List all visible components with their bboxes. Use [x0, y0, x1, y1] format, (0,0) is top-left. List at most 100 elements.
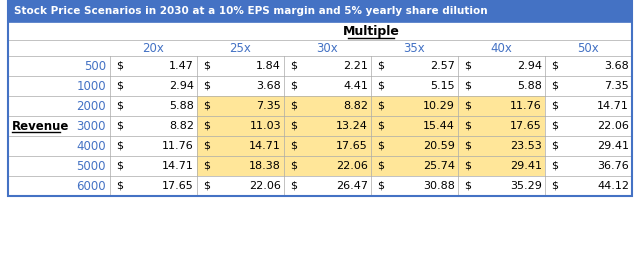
Text: $: $ — [203, 161, 210, 171]
Text: 20.59: 20.59 — [423, 141, 455, 151]
Text: 1.84: 1.84 — [256, 61, 281, 71]
Text: 3.68: 3.68 — [256, 81, 281, 91]
Text: 2.57: 2.57 — [430, 61, 455, 71]
Text: $: $ — [377, 181, 384, 191]
Text: Multiple: Multiple — [342, 25, 399, 37]
Text: 11.76: 11.76 — [163, 141, 194, 151]
Text: 14.71: 14.71 — [249, 141, 281, 151]
Text: $: $ — [377, 81, 384, 91]
Text: 7.35: 7.35 — [604, 81, 629, 91]
Text: $: $ — [203, 181, 210, 191]
Bar — [8, 22, 632, 196]
Text: $: $ — [116, 61, 123, 71]
Text: $: $ — [116, 121, 123, 131]
Text: $: $ — [551, 81, 558, 91]
Text: 23.53: 23.53 — [510, 141, 542, 151]
Text: $: $ — [116, 181, 123, 191]
Text: $: $ — [464, 81, 471, 91]
Bar — [197, 136, 284, 156]
Bar — [197, 116, 284, 136]
Text: $: $ — [377, 101, 384, 111]
Bar — [371, 96, 458, 116]
Text: 5.15: 5.15 — [430, 81, 455, 91]
Text: 3.68: 3.68 — [604, 61, 629, 71]
Text: 26.47: 26.47 — [336, 181, 368, 191]
Text: 25.74: 25.74 — [423, 161, 455, 171]
Text: $: $ — [203, 61, 210, 71]
Text: $: $ — [116, 101, 123, 111]
Text: 5.88: 5.88 — [517, 81, 542, 91]
Text: $: $ — [464, 161, 471, 171]
Text: 10.29: 10.29 — [423, 101, 455, 111]
Bar — [458, 136, 545, 156]
Text: $: $ — [551, 61, 558, 71]
Text: 22.06: 22.06 — [336, 161, 368, 171]
Text: 36.76: 36.76 — [597, 161, 629, 171]
Text: 25x: 25x — [230, 41, 252, 55]
Text: $: $ — [116, 81, 123, 91]
Text: $: $ — [464, 181, 471, 191]
Text: $: $ — [377, 141, 384, 151]
Text: $: $ — [551, 121, 558, 131]
Text: $: $ — [551, 181, 558, 191]
Text: $: $ — [290, 61, 297, 71]
Text: 13.24: 13.24 — [336, 121, 368, 131]
Text: 50x: 50x — [578, 41, 600, 55]
Text: $: $ — [551, 141, 558, 151]
Bar — [371, 116, 458, 136]
Bar — [458, 96, 545, 116]
Bar — [458, 156, 545, 176]
Text: $: $ — [290, 81, 297, 91]
Text: $: $ — [203, 121, 210, 131]
Text: 17.65: 17.65 — [163, 181, 194, 191]
Text: $: $ — [551, 101, 558, 111]
Text: $: $ — [464, 101, 471, 111]
Text: 15.44: 15.44 — [423, 121, 455, 131]
Text: $: $ — [290, 181, 297, 191]
Text: 2.21: 2.21 — [343, 61, 368, 71]
Text: 35x: 35x — [404, 41, 426, 55]
Bar — [458, 116, 545, 136]
Text: 44.12: 44.12 — [597, 181, 629, 191]
Text: 18.38: 18.38 — [249, 161, 281, 171]
Text: $: $ — [377, 121, 384, 131]
Bar — [284, 96, 371, 116]
Text: $: $ — [377, 161, 384, 171]
Text: $: $ — [377, 61, 384, 71]
Bar — [284, 136, 371, 156]
Text: Revenue: Revenue — [12, 120, 69, 133]
Text: 4.41: 4.41 — [343, 81, 368, 91]
Bar — [197, 96, 284, 116]
Text: $: $ — [203, 101, 210, 111]
Text: 500: 500 — [84, 59, 106, 72]
Text: Stock Price Scenarios in 2030 at a 10% EPS margin and 5% yearly share dilution: Stock Price Scenarios in 2030 at a 10% E… — [14, 6, 488, 16]
Text: $: $ — [290, 161, 297, 171]
Text: $: $ — [203, 81, 210, 91]
Text: 35.29: 35.29 — [510, 181, 542, 191]
Text: $: $ — [290, 121, 297, 131]
Text: 40x: 40x — [491, 41, 513, 55]
Text: 5.88: 5.88 — [169, 101, 194, 111]
Text: 30x: 30x — [317, 41, 339, 55]
Text: $: $ — [464, 141, 471, 151]
Text: 17.65: 17.65 — [336, 141, 368, 151]
Text: 1000: 1000 — [76, 80, 106, 92]
Text: $: $ — [464, 61, 471, 71]
Text: 22.06: 22.06 — [249, 181, 281, 191]
Text: 11.76: 11.76 — [510, 101, 542, 111]
Text: 29.41: 29.41 — [597, 141, 629, 151]
Text: 14.71: 14.71 — [162, 161, 194, 171]
Bar — [371, 136, 458, 156]
Bar — [197, 156, 284, 176]
Bar — [8, 0, 632, 22]
Text: 14.71: 14.71 — [597, 101, 629, 111]
Text: $: $ — [203, 141, 210, 151]
Bar — [8, 0, 632, 196]
Bar — [284, 116, 371, 136]
Text: 7.35: 7.35 — [256, 101, 281, 111]
Text: 2.94: 2.94 — [169, 81, 194, 91]
Text: 4000: 4000 — [76, 140, 106, 153]
Text: 20x: 20x — [143, 41, 164, 55]
Text: 11.03: 11.03 — [250, 121, 281, 131]
Bar — [371, 156, 458, 176]
